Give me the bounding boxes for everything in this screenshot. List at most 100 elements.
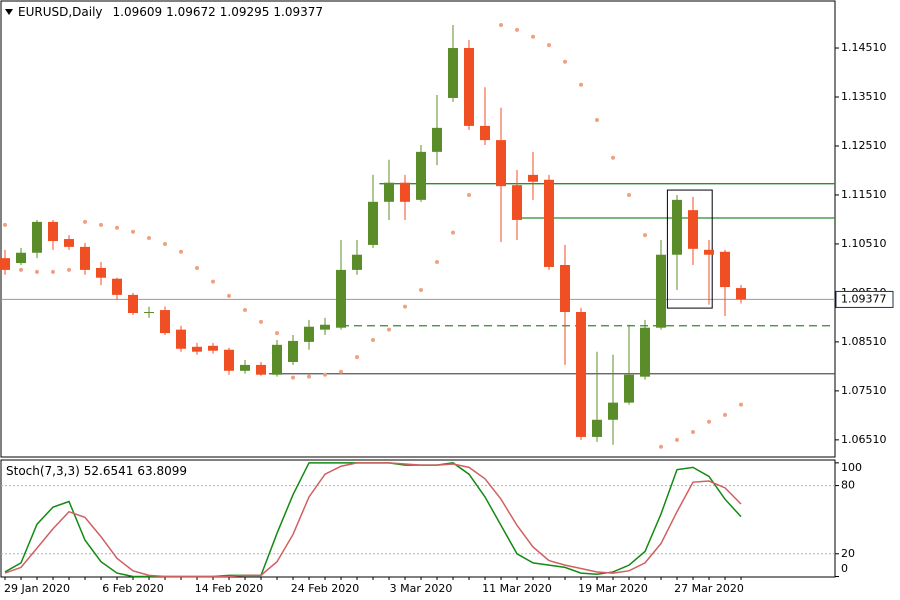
- sar-dot: [707, 419, 711, 424]
- symbol: EURUSD,Daily: [18, 5, 103, 19]
- d-value: 63.8099: [137, 464, 187, 478]
- sar-dot: [675, 437, 679, 442]
- y-tick-label: 1.12510: [841, 139, 887, 152]
- candle-body: [400, 182, 410, 202]
- y-tick-label: 1.06510: [841, 433, 887, 446]
- candle-body: [320, 324, 330, 330]
- candle-body: [80, 246, 90, 270]
- main-pane: [0, 0, 836, 458]
- sar-dot: [259, 319, 263, 324]
- candle-body: [256, 364, 266, 375]
- y-tick-label: 1.10510: [841, 237, 887, 250]
- candle-body: [352, 254, 362, 270]
- candle-body: [560, 265, 570, 313]
- sar-dot: [643, 233, 647, 238]
- x-tick-label: 14 Feb 2020: [195, 582, 263, 595]
- x-tick-label: 29 Jan 2020: [4, 582, 70, 595]
- candle-body: [176, 329, 186, 349]
- sar-dot: [163, 241, 167, 246]
- sar-dot: [211, 279, 215, 284]
- sar-dot: [227, 293, 231, 298]
- candle-body: [112, 278, 122, 295]
- sar-dot: [243, 308, 247, 313]
- y-tick-label: 1.13510: [841, 90, 887, 103]
- sar-dot: [323, 372, 327, 377]
- candle-body: [16, 252, 26, 264]
- sar-dot: [195, 265, 199, 270]
- candle-body: [192, 346, 202, 352]
- sar-dot: [419, 287, 423, 292]
- high-value: 1.09672: [166, 5, 216, 19]
- sar-dot: [595, 118, 599, 123]
- candle-body: [272, 344, 282, 375]
- sar-dot: [51, 269, 55, 274]
- y-tick-label: 1.07510: [841, 384, 887, 397]
- candle-body: [736, 288, 746, 300]
- sar-dot: [739, 402, 743, 407]
- candle-body: [160, 310, 170, 334]
- low-value: 1.09295: [220, 5, 270, 19]
- sar-dot: [99, 222, 103, 227]
- candle-body: [304, 326, 314, 342]
- header: EURUSD,Daily 1.09609 1.09672 1.09295 1.09377: [18, 5, 323, 19]
- candle-body: [624, 374, 634, 403]
- candle-body: [128, 294, 138, 313]
- sar-dot: [307, 374, 311, 379]
- candle-body: [0, 258, 10, 270]
- x-tick-label: 6 Feb 2020: [102, 582, 163, 595]
- x-tick-label: 24 Feb 2020: [291, 582, 359, 595]
- candle-body: [288, 340, 298, 362]
- candle-body: [688, 210, 698, 249]
- candle-body: [512, 185, 522, 220]
- y-tick-label: 80: [841, 479, 855, 492]
- stoch-line: [4, 462, 742, 578]
- y-tick-label: 1.11510: [841, 188, 887, 201]
- candle-body: [368, 201, 378, 245]
- sar-dot: [115, 225, 119, 230]
- candle-body: [144, 312, 154, 314]
- rectangle-object: [666, 189, 713, 309]
- candle-body: [496, 140, 506, 187]
- candle-body: [432, 127, 442, 152]
- sar-dot: [691, 430, 695, 435]
- x-tick-label: 11 Mar 2020: [482, 582, 552, 595]
- sar-dot: [435, 260, 439, 265]
- sar-dot: [611, 155, 615, 160]
- sar-dot: [179, 249, 183, 254]
- candle-body: [336, 269, 346, 328]
- y-tick-label: 1.14510: [841, 41, 887, 54]
- stoch-pane: [0, 459, 836, 578]
- sar-dot: [339, 369, 343, 374]
- candle-body: [480, 125, 490, 141]
- y-tick-label: 20: [841, 547, 855, 560]
- bid-label: 1.09377: [841, 292, 887, 305]
- sar-dot: [355, 355, 359, 360]
- candle-body: [640, 327, 650, 377]
- candle-body: [544, 179, 554, 267]
- candle-body: [528, 174, 538, 182]
- sar-dot: [3, 222, 7, 227]
- candle-body: [448, 48, 458, 98]
- stoch-header: Stoch(7,3,3) 52.6541 63.8099: [6, 464, 187, 478]
- candle-body: [384, 182, 394, 202]
- menu-triangle[interactable]: [5, 9, 13, 15]
- candle-body: [48, 221, 58, 241]
- sar-dot: [451, 230, 455, 235]
- sar-dot: [83, 219, 87, 224]
- y-tick-label: 0: [841, 562, 848, 575]
- candle-body: [720, 251, 730, 288]
- x-tick-label: 19 Mar 2020: [578, 582, 648, 595]
- candle-body: [704, 249, 714, 255]
- sar-dot: [275, 331, 279, 336]
- sar-dot: [531, 34, 535, 39]
- candle-body: [208, 345, 218, 351]
- sar-dot: [403, 304, 407, 309]
- sar-dot: [67, 267, 71, 272]
- close-value: 1.09377: [273, 5, 323, 19]
- y-tick-label: 1.08510: [841, 335, 887, 348]
- candle-body: [96, 267, 106, 278]
- candle-body: [592, 419, 602, 437]
- sar-dot: [387, 327, 391, 332]
- sar-dot: [499, 23, 503, 27]
